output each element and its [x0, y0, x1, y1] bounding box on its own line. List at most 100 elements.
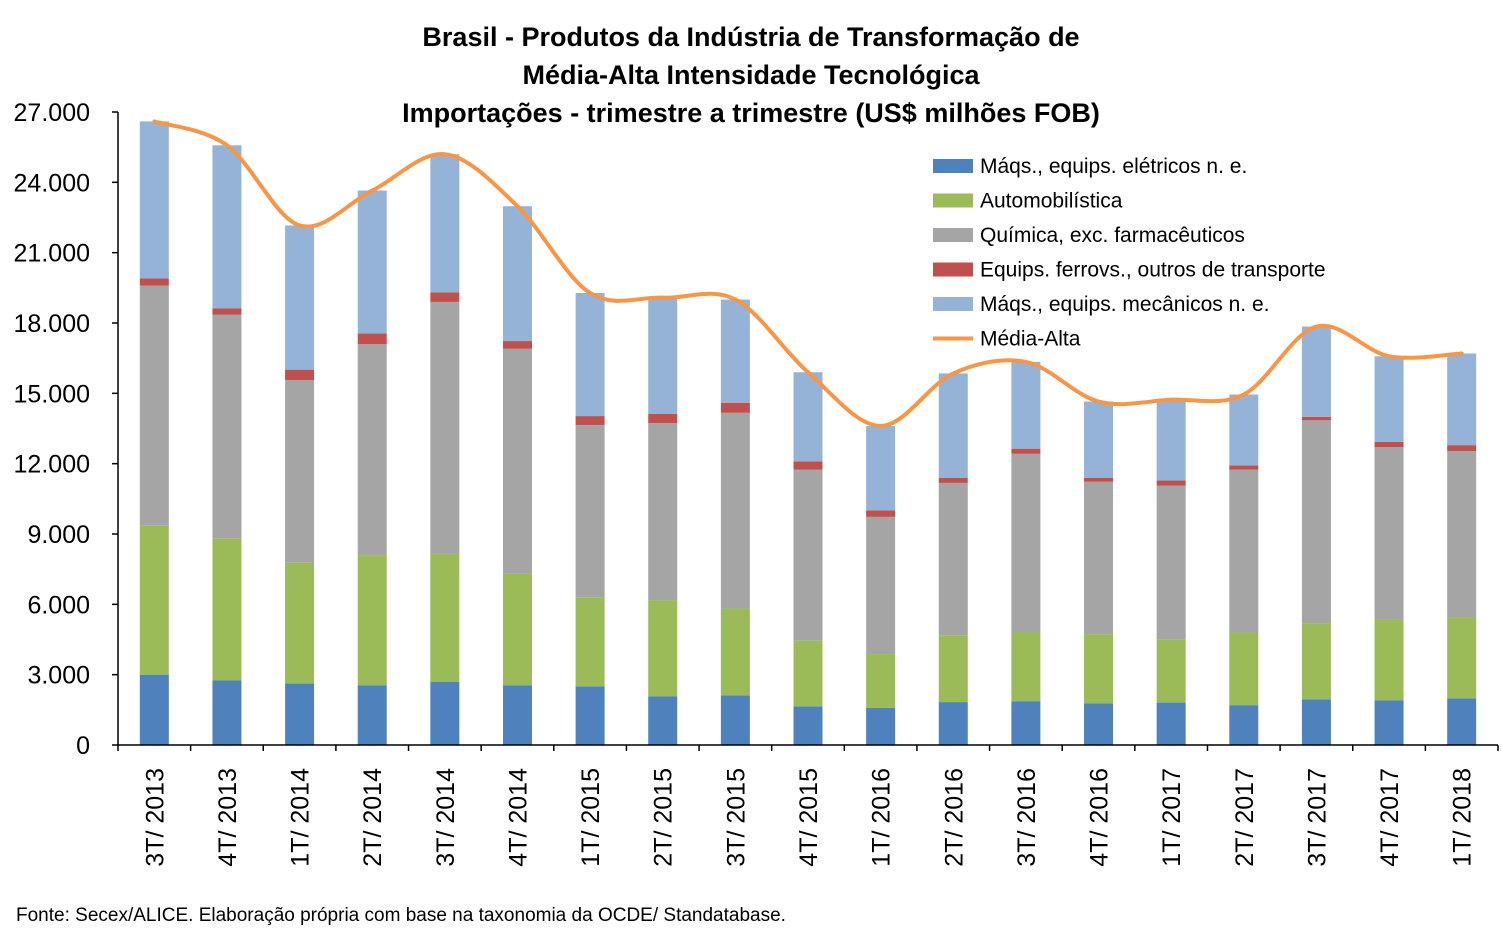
bar-5-5: [430, 154, 460, 293]
bar-3-5: [430, 301, 460, 554]
bar-1-8: [648, 696, 678, 745]
bar-1-7: [575, 686, 605, 745]
line-series-group: [152, 119, 1464, 428]
bar-1-1: [139, 674, 169, 745]
x-tick-label: 3T/ 2013: [141, 768, 169, 867]
legend-label-5: Máqs., equips. mecânicos n. e.: [980, 293, 1269, 316]
bar-1-15: [1156, 702, 1186, 745]
y-tick-label: 12.000: [14, 451, 90, 479]
bar-5-10: [793, 372, 823, 462]
bar-3-17: [1301, 420, 1331, 624]
bar-5-7: [575, 292, 605, 417]
legend-label-1: Máqs., equips. elétricos n. e.: [980, 155, 1247, 178]
bar-4-2: [212, 308, 242, 315]
x-tick-label: 1T/ 2014: [287, 768, 315, 867]
bar-2-5: [430, 553, 460, 682]
bar-4-13: [1011, 448, 1041, 454]
legend-swatch-4: [933, 262, 973, 277]
bar-3-4: [357, 344, 387, 556]
legend-swatch-3: [933, 228, 973, 242]
x-tick-label: 3T/ 2015: [722, 768, 750, 867]
legend-swatch-2: [933, 193, 973, 208]
bar-5-11: [866, 425, 896, 511]
bar-3-7: [575, 424, 605, 598]
y-axis: 0 3.000 6.000 9.000 12.000 15.000 18.000 21.000…: [14, 99, 119, 760]
bar-2-1: [139, 525, 169, 675]
bar-3-6: [502, 348, 532, 574]
x-tick-label: 2T/ 2016: [940, 768, 968, 867]
bar-2-15: [1156, 639, 1186, 703]
bar-3-11: [866, 516, 896, 655]
chart-title: Brasil - Produtos da Indústria de Transf…: [402, 22, 1100, 128]
y-tick-label: 21.000: [14, 240, 90, 268]
bar-3-12: [938, 482, 968, 636]
y-tick-label: 24.000: [14, 169, 90, 197]
bar-4-7: [575, 416, 605, 425]
bar-3-2: [212, 314, 242, 539]
bar-5-12: [938, 373, 968, 478]
bar-3-10: [793, 469, 823, 641]
source-note: Fonte: Secex/ALICE. Elaboração própria c…: [16, 905, 786, 926]
bar-3-16: [1229, 469, 1259, 633]
bar-2-17: [1301, 623, 1331, 700]
bar-1-13: [1011, 701, 1041, 745]
bar-4-18: [1374, 441, 1404, 448]
bar-5-16: [1229, 394, 1259, 466]
bar-4-1: [139, 278, 169, 286]
bar-5-8: [648, 297, 678, 414]
bar-2-14: [1084, 634, 1114, 704]
x-tick-label: 1T/ 2018: [1449, 768, 1477, 867]
bar-5-9: [720, 299, 750, 403]
bar-1-9: [720, 695, 750, 745]
bar-3-13: [1011, 453, 1041, 632]
x-tick-label: 4T/ 2015: [795, 768, 823, 867]
bar-3-9: [720, 412, 750, 609]
bar-5-18: [1374, 356, 1404, 442]
bar-5-3: [285, 225, 315, 370]
legend-swatch-1: [933, 159, 973, 173]
bar-1-14: [1084, 703, 1114, 745]
title-line-3: Importações - trimestre a trimestre (US$…: [402, 98, 1100, 128]
bar-1-17: [1301, 699, 1331, 745]
bar-2-6: [502, 573, 532, 686]
x-tick-label: 2T/ 2017: [1231, 768, 1259, 867]
bar-4-8: [648, 413, 678, 424]
x-tick-label: 3T/ 2017: [1303, 768, 1331, 867]
legend-label-2: Automobilística: [980, 190, 1123, 213]
bar-4-16: [1229, 465, 1259, 470]
bar-5-13: [1011, 361, 1041, 449]
bar-3-8: [648, 423, 678, 601]
bar-4-10: [793, 461, 823, 470]
title-line-2: Média-Alta Intensidade Tecnológica: [522, 60, 980, 90]
bar-2-4: [357, 555, 387, 686]
x-tick-label: 1T/ 2017: [1158, 768, 1186, 867]
bar-5-6: [502, 206, 532, 342]
y-tick-label: 3.000: [27, 662, 90, 690]
y-tick-label: 27.000: [14, 99, 90, 127]
bar-3-1: [139, 285, 169, 526]
x-tick-label: 4T/ 2016: [1086, 768, 1114, 867]
legend-label-3: Química, exc. farmacêuticos: [980, 224, 1245, 247]
bar-2-7: [575, 597, 605, 687]
bar-3-3: [285, 379, 315, 563]
bar-2-9: [720, 608, 750, 696]
x-tick-label: 4T/ 2017: [1376, 768, 1404, 867]
bar-4-6: [502, 341, 532, 349]
bar-4-4: [357, 333, 387, 345]
bar-4-17: [1301, 416, 1331, 421]
bar-5-1: [139, 121, 169, 279]
bar-1-5: [430, 681, 460, 745]
bar-1-19: [1447, 698, 1477, 745]
title-line-1: Brasil - Produtos da Indústria de Transf…: [422, 22, 1079, 52]
bar-4-3: [285, 369, 315, 380]
x-tick-label: 3T/ 2014: [432, 768, 460, 867]
bar-4-12: [938, 477, 968, 483]
legend-label-4: Equips. ferrovs., outros de transporte: [980, 259, 1326, 282]
bar-3-15: [1156, 485, 1186, 640]
y-tick-label: 15.000: [14, 380, 90, 408]
x-axis: 3T/ 2013 4T/ 2013 1T/ 2014 2T/ 2014 3T/ 2014…: [117, 744, 1499, 867]
x-tick-label: 2T/ 2014: [359, 768, 387, 867]
bar-2-12: [938, 635, 968, 703]
bar-4-15: [1156, 480, 1186, 486]
bar-2-10: [793, 640, 823, 707]
